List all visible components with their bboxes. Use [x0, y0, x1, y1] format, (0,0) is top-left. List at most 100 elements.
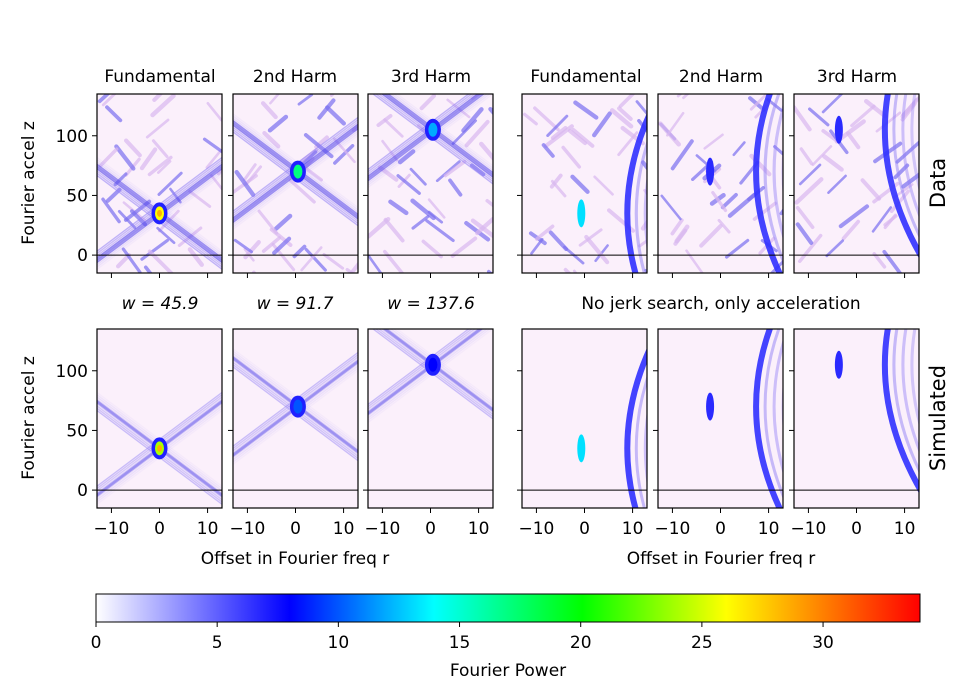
x-fringe	[233, 369, 358, 466]
y-tick-label: 100	[56, 127, 88, 147]
noise-fringe	[297, 94, 314, 106]
noise-fringe	[570, 174, 590, 194]
noise-fringe	[640, 219, 647, 231]
x-fringe	[97, 409, 222, 506]
noise-fringe	[773, 145, 783, 156]
noise-fringe	[151, 139, 169, 159]
noise-fringe	[567, 128, 588, 146]
noise-fringe	[377, 165, 399, 182]
parabola-fringe	[634, 374, 647, 508]
panel-simulated-1: −10 0 10	[228, 328, 359, 539]
x-tick-label: 10	[894, 519, 916, 539]
x-fringe	[233, 132, 358, 228]
peak-core	[428, 357, 438, 372]
peak-core	[293, 164, 303, 179]
x-tick-label: 0	[851, 519, 862, 539]
x-fringe	[233, 113, 358, 209]
peak-core	[428, 122, 438, 137]
colorbar-tick-label: 0	[91, 633, 102, 653]
noise-fringe	[808, 107, 830, 127]
parabola-fringe	[921, 145, 969, 585]
noise-fringe	[332, 137, 356, 164]
xlabel-right: Offset in Fourier freq r	[627, 549, 816, 569]
x-tick-label: 0	[154, 519, 165, 539]
x-tick-label: 10	[622, 519, 644, 539]
parabola-fringe	[910, 94, 919, 192]
noise-fringe	[703, 133, 724, 150]
parabola-fringe	[772, 104, 783, 239]
noise-fringe	[486, 269, 493, 273]
noise-fringe	[871, 206, 892, 233]
noise-fringe	[571, 127, 595, 148]
parabola-fringe	[930, 145, 969, 585]
noise-fringe	[421, 239, 443, 259]
noise-fringe	[797, 233, 823, 264]
panel-data-1	[228, 93, 359, 278]
x-fringe	[233, 128, 358, 225]
x-fringe	[368, 329, 470, 406]
panel-heat-marks	[368, 329, 493, 424]
y-tick-label: 50	[66, 421, 88, 441]
noise-fringe	[388, 199, 409, 216]
x-fringe	[233, 353, 358, 450]
noise-fringe	[889, 189, 910, 213]
panel-heat-marks	[794, 94, 919, 273]
noise-fringe	[150, 94, 176, 118]
noise-fringe	[260, 101, 278, 120]
noise-fringe	[673, 228, 688, 246]
noise-fringe	[469, 163, 486, 177]
x-tick-label: 0	[290, 519, 301, 539]
noise-fringe	[488, 106, 493, 116]
noise-fringe	[638, 238, 647, 248]
x-fringe	[233, 366, 358, 462]
parabola-fringe	[763, 94, 783, 265]
parabola-vertex	[706, 392, 715, 421]
parabola-vertex	[834, 350, 843, 379]
x-fringe	[393, 329, 493, 404]
noise-fringe	[257, 209, 279, 235]
noise-fringe	[470, 94, 481, 100]
panel-heat-marks	[706, 329, 783, 508]
noise-fringe	[304, 247, 327, 272]
panel-background	[233, 329, 358, 508]
noise-fringe	[448, 178, 463, 197]
column-title-2nd-harm-left: 2nd Harm	[253, 67, 337, 87]
noise-fringe	[396, 174, 421, 195]
x-fringe	[368, 329, 493, 424]
panel-background	[794, 329, 919, 508]
noise-fringe	[157, 209, 180, 233]
xlabel-left: Offset in Fourier freq r	[201, 549, 390, 569]
x-tick-label: 0	[579, 519, 590, 539]
noise-fringe	[900, 101, 917, 122]
noise-fringe	[145, 118, 170, 139]
parabola-vertex	[577, 199, 586, 228]
noise-fringe	[114, 144, 136, 171]
x-fringe	[97, 391, 222, 488]
noise-fringe	[317, 98, 336, 120]
x-fringe	[233, 134, 358, 231]
noise-fringe	[113, 172, 128, 187]
noise-fringe	[682, 94, 690, 100]
noise-fringe	[530, 238, 544, 255]
parabola-fringe	[753, 94, 783, 273]
x-fringe	[97, 393, 222, 490]
panel-heat-marks	[97, 391, 222, 506]
noise-fringe	[658, 121, 681, 147]
column-title-3rd-harm-left: 3rd Harm	[391, 67, 471, 87]
noise-fringe	[893, 163, 910, 180]
noise-fringe	[811, 145, 833, 167]
noise-fringe	[838, 204, 870, 229]
x-fringe	[233, 115, 358, 211]
noise-fringe	[640, 160, 647, 171]
noise-fringe	[635, 100, 647, 116]
noise-fringe	[592, 111, 612, 138]
noise-fringe	[799, 147, 814, 166]
noise-fringe	[123, 199, 152, 222]
x-fringe	[97, 393, 222, 490]
x-fringe	[97, 391, 222, 488]
parabola-fringe	[881, 94, 919, 259]
panel-data-4	[653, 93, 784, 278]
peak-center	[157, 209, 162, 217]
colorbar-tick-label: 15	[449, 633, 471, 653]
